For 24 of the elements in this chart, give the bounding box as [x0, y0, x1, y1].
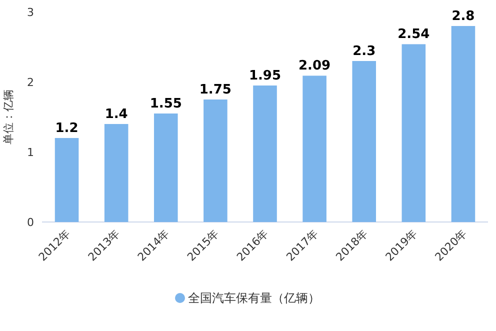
bar	[54, 138, 79, 222]
bar	[104, 124, 128, 222]
bar	[451, 26, 476, 222]
legend-label: 全国汽车保有量（亿辆）	[188, 291, 320, 305]
bar	[402, 44, 426, 222]
data-label: 1.75	[199, 82, 232, 98]
bar	[253, 86, 277, 222]
y-tick-label: 3	[27, 6, 34, 19]
y-tick-label: 2	[27, 76, 34, 89]
data-label: 1.55	[150, 96, 182, 112]
data-label: 2.09	[298, 58, 331, 74]
bar	[352, 61, 376, 222]
data-label: 1.95	[248, 68, 282, 84]
data-label: 2.8	[452, 9, 475, 24]
y-tick-label: 0	[27, 216, 34, 229]
bar	[204, 100, 228, 222]
y-tick-label: 1	[27, 146, 34, 159]
data-label: 1.4	[104, 107, 128, 122]
data-label: 2.54	[398, 27, 430, 42]
data-label: 1.2	[55, 121, 78, 136]
y-axis-title: 单位：亿辆	[2, 90, 15, 144]
bar	[302, 76, 326, 222]
data-label: 2.3	[352, 44, 376, 59]
bar	[154, 114, 178, 222]
